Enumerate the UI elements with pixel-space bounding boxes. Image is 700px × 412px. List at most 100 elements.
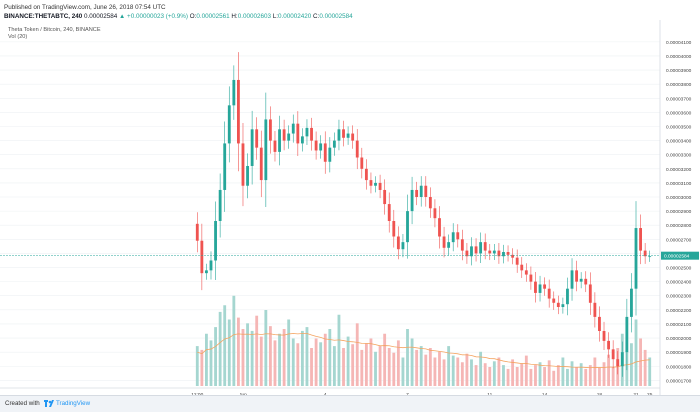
tradingview-link[interactable]: TradingView [56, 400, 91, 407]
candle [447, 242, 451, 248]
volume-bar [433, 357, 437, 386]
price-tick-label: 0.00003600 [666, 110, 692, 116]
candle [515, 257, 519, 265]
candle [259, 147, 263, 181]
candle [460, 239, 464, 251]
candle [273, 140, 277, 152]
volume-bar [538, 362, 542, 386]
candle [401, 242, 405, 250]
candle [593, 302, 597, 317]
volume-bar [227, 319, 231, 386]
low-value: 0.00002420 [277, 13, 312, 20]
candle [195, 223, 199, 241]
candle [584, 278, 588, 285]
price-tick-label: 0.00003200 [666, 167, 692, 173]
volume-bar [300, 330, 304, 386]
volume-bar [268, 326, 272, 386]
candle [639, 228, 642, 251]
volume-bar [305, 327, 309, 386]
volume-bar [406, 329, 409, 386]
volume-bar [236, 317, 240, 386]
candle [625, 316, 629, 353]
volume-bar [639, 338, 642, 386]
volume-bar [488, 367, 492, 386]
volume-bar [319, 342, 323, 386]
high-value: 0.00002603 [237, 13, 271, 20]
high-label: H: [231, 13, 238, 20]
candle [579, 278, 583, 282]
volume-bar [374, 351, 377, 386]
volume-bar [410, 338, 414, 386]
candle [268, 119, 272, 141]
candle [406, 211, 409, 243]
candle [223, 143, 227, 190]
volume-bar [323, 333, 327, 386]
volume-bar [383, 333, 387, 386]
volume-bar [200, 349, 204, 386]
volume-bar [447, 346, 451, 386]
open-label: O: [189, 13, 197, 20]
low-label: L: [272, 13, 278, 20]
candle [246, 165, 249, 186]
price-tick-label: 0.00002500 [666, 266, 692, 272]
chart-area[interactable]: 0.00004100 0.00004000 0.00003900 0.00003800… [0, 20, 700, 405]
price-tick-label: 0.00002400 [666, 280, 692, 286]
volume-bar [506, 368, 510, 386]
candlestick-chart[interactable]: 0.00004100 0.00004000 0.00003900 0.00003800… [0, 20, 700, 405]
volume-ma-line [197, 333, 650, 369]
candle [378, 182, 382, 190]
volume-bar [502, 365, 505, 386]
volume-bar [579, 363, 583, 386]
volume-bar [648, 357, 652, 386]
price-tick-label: 0.00003500 [666, 124, 692, 130]
candle [497, 250, 501, 257]
volume-bar [593, 357, 597, 386]
volume-bar [364, 343, 368, 386]
volume-bar [474, 365, 478, 386]
price-tick-label: 0.00003000 [666, 195, 692, 201]
candle [488, 250, 492, 254]
volume-bar [511, 359, 515, 386]
candle [598, 316, 601, 331]
price-tick-label: 0.00002300 [666, 294, 692, 300]
price-tick-label: 0.00003300 [666, 153, 692, 159]
candle [620, 352, 624, 367]
volume-bar [602, 362, 606, 386]
candle [634, 228, 638, 289]
price-tick-label: 0.00003800 [666, 82, 692, 88]
tradingview-logo-icon[interactable] [44, 399, 54, 408]
candle [346, 133, 350, 138]
price-tick-label: 0.00002700 [666, 237, 692, 243]
candle [529, 274, 533, 282]
volume-bar [387, 348, 391, 386]
candle [291, 123, 295, 134]
candle [360, 157, 364, 169]
candle [547, 288, 551, 299]
volume-bar [310, 348, 313, 386]
price-tick-label: 0.00004000 [666, 54, 692, 60]
volume-bar [456, 357, 460, 386]
candle [200, 240, 204, 274]
volume-bar [520, 363, 524, 386]
volume-bar [291, 338, 295, 386]
candle [383, 189, 387, 205]
series-legend: Theta Token / Bitcoin, 240, BINANCE [8, 27, 101, 33]
volume-bar [246, 323, 249, 386]
volume-bar [195, 346, 199, 386]
candle [575, 270, 579, 282]
volume-bar [255, 315, 259, 386]
candle [227, 105, 231, 144]
price-tick-label: 0.00001900 [666, 350, 692, 356]
price-tick-label: 0.00002100 [666, 322, 692, 328]
volume-bar [378, 346, 382, 386]
candle [611, 349, 615, 360]
volume-bar [360, 349, 364, 386]
volume-bar [415, 349, 419, 386]
candle [419, 185, 423, 198]
volume-bar [282, 329, 286, 386]
volume-bar [524, 355, 528, 386]
candle [570, 270, 574, 289]
volume-bar [342, 348, 345, 386]
volume-bar [607, 354, 611, 386]
volume-bar [570, 361, 574, 386]
